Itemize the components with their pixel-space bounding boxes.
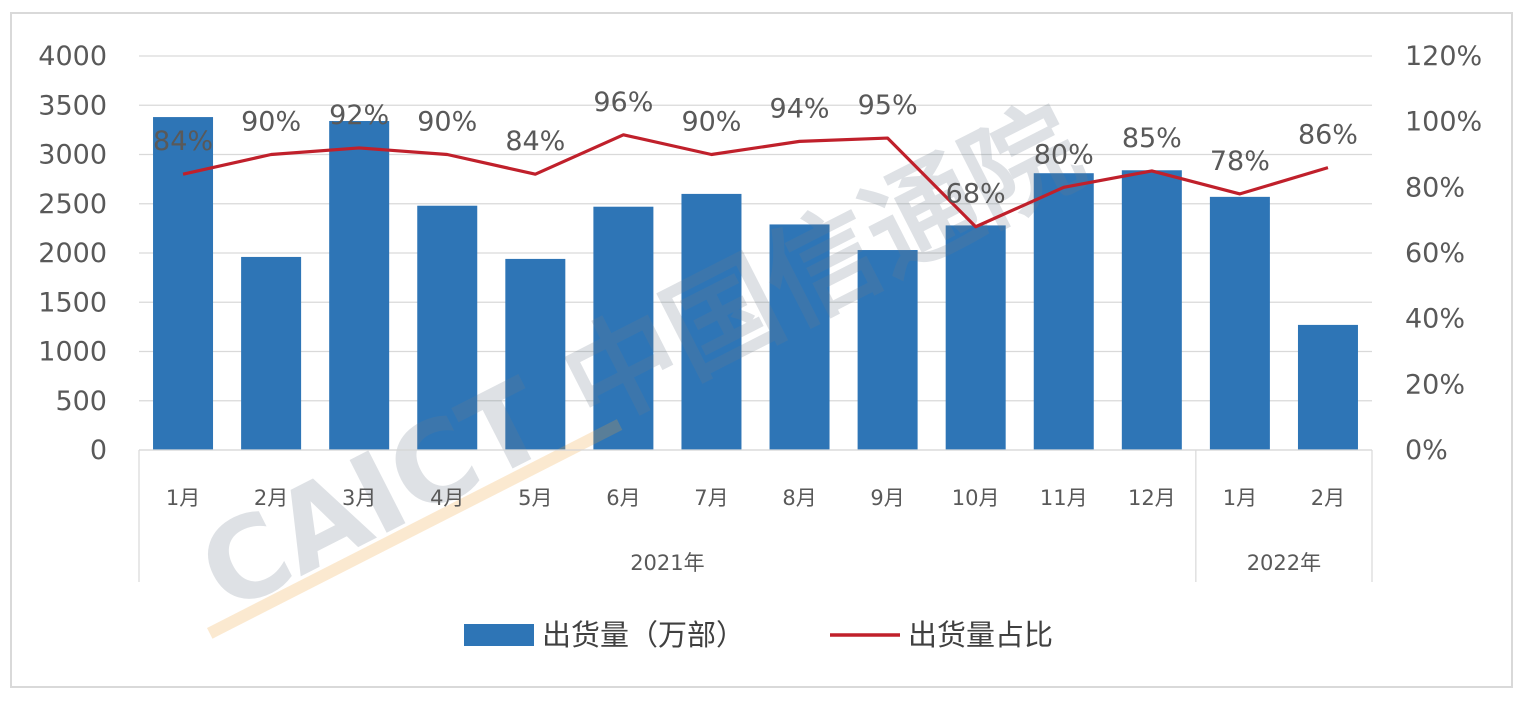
data-label: 94% bbox=[770, 93, 830, 124]
left-tick-label: 3000 bbox=[38, 140, 107, 171]
data-label: 78% bbox=[1210, 146, 1270, 177]
watermark-stripe bbox=[207, 419, 623, 639]
bar bbox=[505, 258, 566, 450]
left-tick-label: 4000 bbox=[38, 41, 107, 72]
category-label: 9月 bbox=[870, 486, 904, 510]
bar bbox=[857, 250, 918, 450]
legend-label: 出货量（万部） bbox=[542, 618, 745, 652]
right-tick-label: 20% bbox=[1405, 369, 1465, 400]
data-label: 90% bbox=[681, 107, 741, 138]
data-label: 90% bbox=[417, 107, 477, 138]
right-tick-label: 120% bbox=[1405, 41, 1482, 72]
bar bbox=[769, 224, 830, 450]
legend-label: 出货量占比 bbox=[908, 618, 1053, 652]
data-label: 86% bbox=[1298, 120, 1358, 151]
left-tick-label: 2000 bbox=[38, 238, 107, 269]
category-label: 1月 bbox=[1223, 486, 1257, 510]
data-label: 90% bbox=[241, 107, 301, 138]
bar bbox=[945, 225, 1006, 450]
category-label: 6月 bbox=[606, 486, 640, 510]
bar bbox=[417, 205, 478, 450]
category-label: 7月 bbox=[694, 486, 728, 510]
group-label: 2021年 bbox=[630, 551, 704, 575]
bar bbox=[153, 117, 214, 450]
left-tick-label: 1500 bbox=[38, 287, 107, 318]
group-label: 2022年 bbox=[1247, 551, 1321, 575]
left-tick-label: 3500 bbox=[38, 90, 107, 121]
left-tick-label: 2500 bbox=[38, 189, 107, 220]
bar-series bbox=[153, 117, 1358, 450]
category-label: 12月 bbox=[1128, 486, 1176, 510]
legend-swatch-bar bbox=[464, 624, 534, 646]
data-label: 96% bbox=[593, 87, 653, 118]
category-label: 4月 bbox=[430, 486, 464, 510]
left-tick-label: 500 bbox=[55, 386, 107, 417]
data-label: 84% bbox=[505, 126, 565, 157]
category-label: 5月 bbox=[518, 486, 552, 510]
category-label: 2月 bbox=[1311, 486, 1345, 510]
line-series: 84% 90% 92% 90% 84% 96% 90% 94% 95% 68% 80% 85% 78% 8… bbox=[153, 87, 1358, 229]
legend: 出货量（万部） 出货量占比 bbox=[464, 618, 1053, 652]
category-label: 10月 bbox=[952, 486, 1000, 510]
category-label: 2月 bbox=[254, 486, 288, 510]
left-axis-ticks: 0 500 1000 1500 2000 2500 3000 3500 4000 bbox=[38, 41, 107, 466]
left-tick-label: 0 bbox=[90, 435, 107, 466]
bar bbox=[329, 121, 390, 450]
category-axis: 1月 2月 3月 4月 5月 6月 7月 8月 9月 10月 11月 12月 1月 2月 2021年 2022… bbox=[138, 449, 1373, 582]
category-label: 11月 bbox=[1040, 486, 1088, 510]
right-axis-ticks: 0% 20% 40% 60% 80% 100% 120% bbox=[1405, 41, 1482, 466]
line-path bbox=[182, 133, 1329, 229]
data-label: 92% bbox=[329, 100, 389, 131]
right-tick-label: 40% bbox=[1405, 304, 1465, 335]
bar bbox=[241, 256, 302, 450]
data-label: 80% bbox=[1034, 139, 1094, 170]
bar bbox=[1033, 173, 1094, 450]
data-label: 95% bbox=[858, 90, 918, 121]
category-label: 3月 bbox=[342, 486, 376, 510]
bar bbox=[1121, 170, 1182, 450]
category-label: 8月 bbox=[782, 486, 816, 510]
data-label: 84% bbox=[153, 126, 213, 157]
data-label: 68% bbox=[946, 179, 1006, 210]
right-tick-label: 100% bbox=[1405, 107, 1482, 138]
bar bbox=[1209, 196, 1270, 450]
combo-chart: CAICT 中国信通院 84%90% 92% 90%84%96%90% 94% 95%6… bbox=[38, 41, 1482, 652]
data-label: 85% bbox=[1122, 123, 1182, 154]
left-tick-label: 1000 bbox=[38, 337, 107, 368]
bar bbox=[1297, 324, 1358, 450]
bar bbox=[593, 206, 654, 450]
right-tick-label: 80% bbox=[1405, 172, 1465, 203]
chart-frame: CAICT 中国信通院 84% 90% 92% 90% 84% 96% 90% 94% 95% 6… bbox=[10, 12, 1513, 688]
bar bbox=[681, 193, 742, 450]
category-label: 1月 bbox=[166, 486, 200, 510]
right-tick-label: 60% bbox=[1405, 238, 1465, 269]
right-tick-label: 0% bbox=[1405, 435, 1448, 466]
